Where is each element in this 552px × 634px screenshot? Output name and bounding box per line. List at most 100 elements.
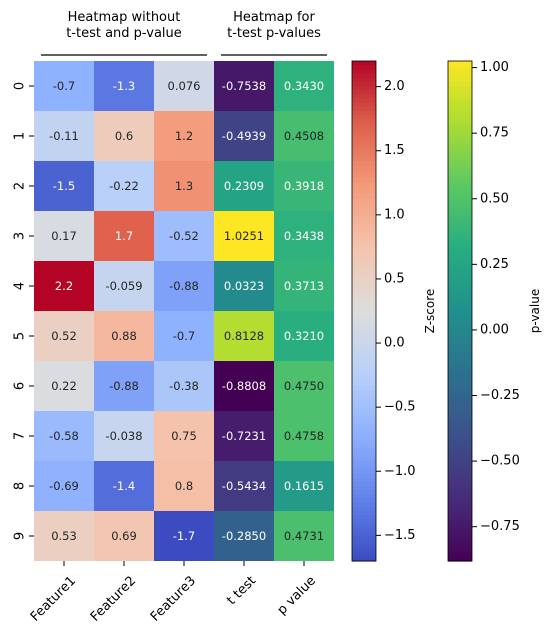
colorbar-gradient-band [352,127,376,133]
cell-value-label: -0.2850 [222,529,266,543]
colorbar-gradient-band [352,94,376,100]
colorbar-gradient-band [352,248,376,254]
cell-value-label: -0.58 [49,429,79,443]
colorbar-tick-label: −0.25 [480,388,520,403]
colorbar-gradient-band [352,290,376,295]
cell-value-label: 0.22 [51,379,77,393]
colorbar-gradient-band [448,356,472,362]
colorbar-gradient-band [352,436,376,441]
cell-value-label: -0.7 [173,329,195,343]
heatmap-cell [94,61,154,111]
colorbar-gradient-band [448,86,472,91]
colorbar-frame [351,60,377,562]
colorbar-gradient-band [352,211,376,216]
colorbar-gradient-band [352,181,376,187]
heatmap-cell [154,311,214,361]
colorbar-gradient-band [448,477,472,483]
colorbar-gradient-band [352,165,376,170]
colorbar-gradient-band [448,448,472,454]
colorbar-gradient-band [448,94,472,100]
heatmap-cell [154,61,214,111]
y-tick-label: 6 [13,382,28,390]
colorbar-gradient-band [352,311,376,316]
colorbar-gradient-band [448,511,472,516]
colorbar-gradient-band [352,177,376,183]
colorbar-gradient-band [448,390,472,395]
colorbar-gradient-band [448,431,472,437]
colorbar-tick-label: −0.75 [480,519,520,534]
colorbar-gradient-band [352,277,376,283]
colorbar-gradient-band [448,531,472,537]
colorbar-gradient-band [448,219,472,225]
y-tick-label: 2 [13,182,28,190]
colorbar-tick-label: −0.5 [384,400,416,415]
heatmap-cell [274,511,334,561]
colorbar-gradient-band [352,106,376,112]
y-tick-label: 4 [13,282,28,290]
colorbar-gradient-band [448,523,472,529]
colorbar-gradient-band [352,515,376,520]
heatmap-cell [94,411,154,461]
colorbar-gradient-band [352,552,376,558]
colorbar-gradient-band [448,402,472,408]
colorbar-gradient-band [448,173,472,179]
colorbar-gradient-band [448,394,472,400]
colorbar-gradient-band [448,369,472,375]
colorbar-gradient-band [352,527,376,533]
cell-value-label: 0.3438 [284,229,324,243]
colorbar-gradient-band [352,173,376,179]
colorbar-gradient-band [448,415,472,420]
heatmap-cell [274,411,334,461]
colorbar-gradient-band [352,315,376,320]
colorbar-gradient-band [448,106,472,112]
colorbar-gradient-band [448,102,472,108]
colorbar-gradient-band [352,115,376,120]
colorbar-gradient-band [448,377,472,383]
colorbar-gradient-band [352,102,376,108]
heatmap-cell [214,511,274,561]
colorbar-gradient-band [448,90,472,95]
colorbar-gradient-band [352,327,376,333]
colorbar-gradient-band [448,327,472,333]
colorbar-gradient-band [352,323,376,329]
colorbar-gradient-band [448,144,472,150]
colorbar-gradient-band [448,452,472,458]
colorbar-gradient-band [448,490,472,495]
colorbar-gradient-band [448,161,472,166]
colorbar-gradient-band [352,261,376,266]
colorbar-gradient-band [352,519,376,525]
colorbar-gradient-band [448,286,472,291]
cell-value-label: -0.22 [109,179,139,193]
cell-value-label: 1.2 [175,129,193,143]
cell-value-label: 0.8 [175,479,193,493]
colorbar-gradient-band [352,244,376,250]
colorbar-gradient-band [352,65,376,70]
colorbar-gradient-band [448,294,472,300]
heatmap-cell [94,261,154,311]
colorbar-gradient-band [448,319,472,325]
colorbar-gradient-band [352,219,376,225]
colorbar-gradient-band [352,252,376,258]
colorbar-gradient-band [352,152,376,158]
cell-value-label: 0.6 [115,129,133,143]
cell-value-label: 0.3713 [284,279,324,293]
colorbar-gradient-band [352,227,376,233]
heatmap-cell [214,461,274,511]
heatmap-cell [154,161,214,211]
cell-value-label: 0.3430 [284,79,324,93]
x-tick-label: t test [224,573,259,608]
heatmap-cell [274,461,334,511]
colorbar-gradient-band [448,361,472,366]
colorbar-gradient-band [448,298,472,304]
colorbar-gradient-band [352,202,376,208]
colorbar-gradient-band [448,165,472,170]
colorbar-gradient-band [448,344,472,350]
group-header-label: t-test p-values [227,26,321,41]
colorbar-gradient-band [448,211,472,216]
colorbar-gradient-band [352,215,376,220]
colorbar-gradient-band [448,423,472,429]
y-tick-label: 9 [13,532,28,540]
heatmap-cell [214,261,274,311]
colorbar-gradient-band [352,231,376,237]
colorbar-gradient-band [448,206,472,212]
